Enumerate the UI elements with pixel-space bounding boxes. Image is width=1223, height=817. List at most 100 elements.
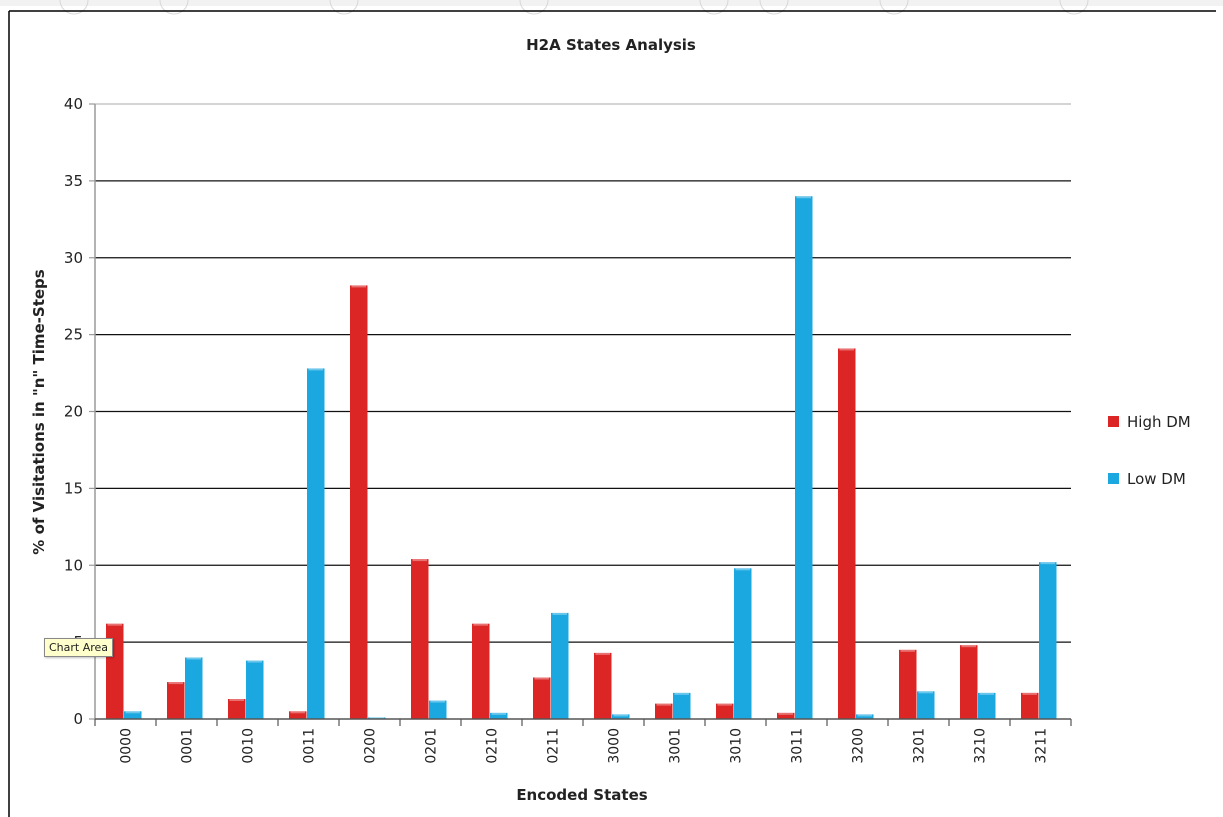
bar-high-dm-0010 — [228, 699, 246, 719]
x-tick-label: 3011 — [790, 728, 806, 764]
bar-low-dm-0011 — [307, 368, 325, 719]
bar-high-dm-3201 — [899, 649, 917, 719]
bar-low-dm-3200 — [856, 714, 874, 719]
legend-label-high-dm: High DM — [1127, 413, 1191, 431]
bar-highlight — [1040, 562, 1055, 565]
x-tick-label: 3211 — [1034, 728, 1050, 764]
bar-highlight — [247, 660, 262, 663]
y-tick-label: 30 — [64, 249, 83, 267]
y-tick-label: 25 — [64, 326, 83, 344]
x-tick-label: 0200 — [363, 728, 379, 764]
bar-low-dm-0000 — [124, 711, 142, 719]
bar-highlight — [857, 714, 872, 717]
bar-high-dm-3210 — [960, 645, 978, 719]
x-tick-label: 3010 — [729, 728, 745, 764]
grid — [89, 103, 1071, 720]
bar-low-dm-3210 — [978, 692, 996, 719]
bar-low-dm-3001 — [673, 692, 691, 719]
x-tick-label: 3200 — [851, 728, 867, 764]
bar-highlight — [473, 623, 488, 626]
bar-low-dm-0001 — [185, 657, 203, 719]
y-tick-label: 40 — [64, 95, 83, 113]
bar-low-dm-3201 — [917, 691, 935, 719]
legend-swatch-high-dm — [1108, 416, 1119, 427]
bar-highlight — [430, 700, 445, 703]
top-decoration — [0, 0, 1223, 15]
bar-high-dm-0201 — [411, 559, 429, 719]
chart-area-tooltip: Chart Area — [44, 638, 114, 657]
x-tick-label: 0011 — [302, 728, 318, 764]
x-tick-label: 0210 — [485, 728, 501, 764]
bar-highlight — [290, 711, 305, 714]
bar-highlight — [613, 714, 628, 717]
bar-high-dm-3211 — [1021, 692, 1039, 719]
bar-highlight — [351, 285, 366, 288]
bar-high-dm-3011 — [777, 712, 795, 719]
bars — [106, 196, 1057, 719]
legend-label-low-dm: Low DM — [1127, 470, 1186, 488]
y-tick-label: 20 — [64, 403, 83, 421]
bar-low-dm-0201 — [429, 700, 447, 719]
bar-highlight — [552, 612, 567, 615]
bar-high-dm-0211 — [533, 677, 551, 719]
bar-highlight — [839, 348, 854, 351]
bar-low-dm-3000 — [612, 714, 630, 719]
y-tick-label: 0 — [73, 710, 83, 728]
x-tick-labels: 0000 0001 0010 0011 0200 0201 0210 0211 3000 3001… — [94, 719, 1072, 764]
x-tick-label: 3210 — [973, 728, 989, 764]
x-tick-label: 3001 — [668, 728, 684, 764]
bar-high-dm-3000 — [594, 652, 612, 719]
bar-highlight — [125, 711, 140, 714]
bar-low-dm-3011 — [795, 196, 813, 719]
bar-low-dm-0200 — [368, 717, 386, 719]
bar-low-dm-0010 — [246, 660, 264, 719]
bar-highlight — [735, 568, 750, 571]
legend: High DM Low DM — [1108, 413, 1191, 488]
x-tick-label: 0211 — [546, 728, 562, 764]
bar-low-dm-0211 — [551, 612, 569, 719]
bar-highlight — [1022, 692, 1037, 695]
bar-highlight — [491, 712, 506, 715]
bar-highlight — [168, 682, 183, 685]
bar-highlight — [186, 657, 201, 660]
legend-swatch-low-dm — [1108, 473, 1119, 484]
y-tick-label: 35 — [64, 172, 83, 190]
x-tick-label: 3000 — [607, 728, 623, 764]
bar-highlight — [369, 717, 384, 719]
bar-highlight — [796, 196, 811, 199]
bar-high-dm-0001 — [167, 682, 185, 719]
bar-highlight — [308, 368, 323, 371]
bar-low-dm-3211 — [1039, 562, 1057, 719]
bar-highlight — [107, 623, 122, 626]
x-tick-label: 0201 — [424, 728, 440, 764]
bar-high-dm-0011 — [289, 711, 307, 719]
chart-title: H2A States Analysis — [526, 36, 696, 54]
y-tick-label: 15 — [64, 479, 83, 497]
x-axis-title: Encoded States — [516, 786, 647, 804]
bar-highlight — [717, 703, 732, 706]
bar-highlight — [412, 559, 427, 562]
bar-highlight — [778, 712, 793, 715]
bar-high-dm-3001 — [655, 703, 673, 719]
bar-low-dm-3010 — [734, 568, 752, 719]
bar-low-dm-0210 — [490, 712, 508, 719]
x-tick-label: 0001 — [180, 728, 196, 764]
bar-highlight — [979, 692, 994, 695]
bar-high-dm-3200 — [838, 348, 856, 719]
bar-highlight — [900, 649, 915, 652]
y-axis-title: % of Visitations in "n" Time-Steps — [30, 269, 48, 554]
x-tick-label: 0000 — [119, 728, 135, 764]
x-tick-label: 0010 — [241, 728, 257, 764]
bar-high-dm-0210 — [472, 623, 490, 719]
bar-highlight — [674, 692, 689, 695]
bar-highlight — [229, 699, 244, 702]
bar-high-dm-0200 — [350, 285, 368, 719]
bar-highlight — [595, 652, 610, 655]
x-tick-label: 3201 — [912, 728, 928, 764]
bar-highlight — [918, 691, 933, 694]
bar-high-dm-3010 — [716, 703, 734, 719]
y-tick-label: 10 — [64, 556, 83, 574]
y-tick-labels: 0510152025303540 — [64, 95, 83, 728]
